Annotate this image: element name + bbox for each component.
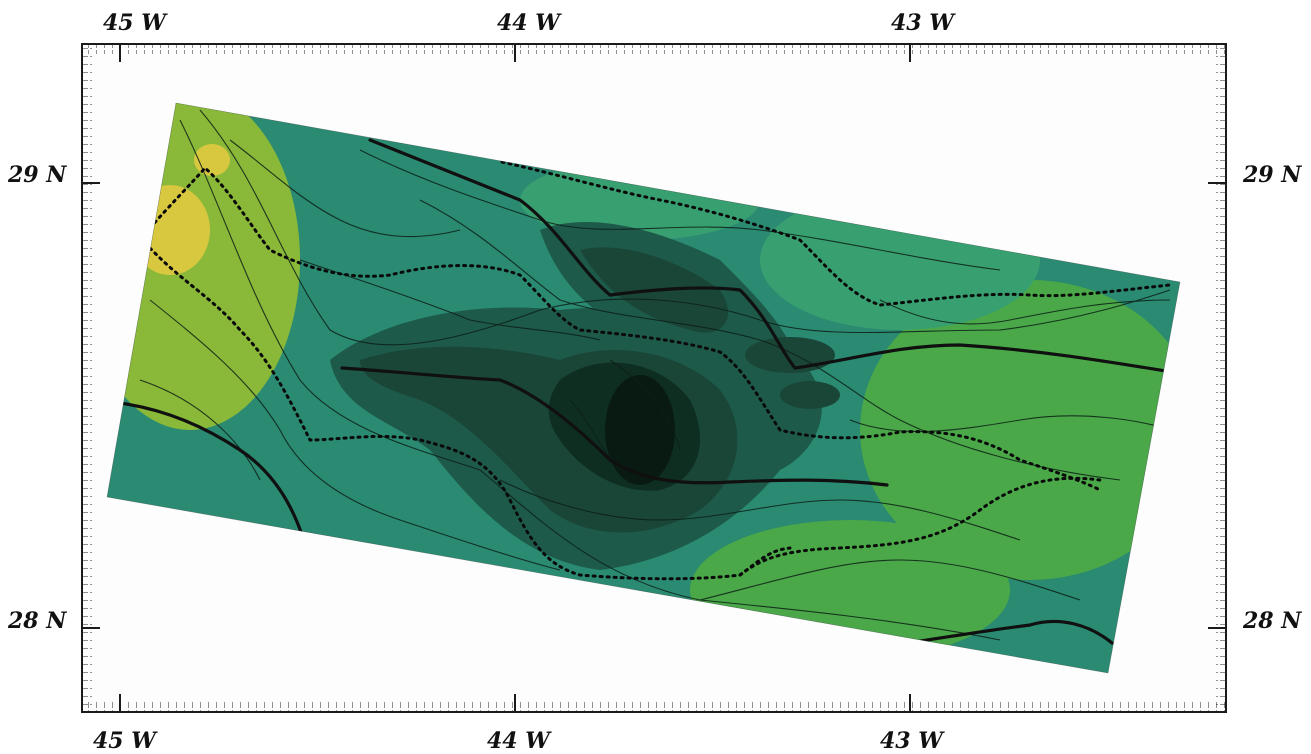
right-lat-label-29n: 29 N xyxy=(1242,162,1302,188)
major-ticks xyxy=(82,44,1226,712)
longitude-labels-top: 45 W 44 W 43 W xyxy=(103,10,956,36)
frame-ticks xyxy=(82,44,1226,712)
left-lat-label-29n: 29 N xyxy=(7,162,67,188)
latitude-labels-right: 29 N 28 N xyxy=(1242,162,1302,634)
survey-strip-outline xyxy=(106,102,1181,674)
top-lon-label-44w: 44 W xyxy=(497,10,562,36)
bottom-lon-label-44w: 44 W xyxy=(487,728,552,754)
longitude-labels-bottom: 45 W 44 W 43 W xyxy=(93,728,945,754)
top-lon-label-45w: 45 W xyxy=(103,10,168,36)
right-lat-label-28n: 28 N xyxy=(1242,608,1302,634)
latitude-labels-left: 29 N 28 N xyxy=(7,162,67,634)
top-lon-label-43w: 43 W xyxy=(891,10,956,36)
left-lat-label-28n: 28 N xyxy=(7,608,67,634)
bottom-lon-label-43w: 43 W xyxy=(880,728,945,754)
bottom-lon-label-45w: 45 W xyxy=(93,728,158,754)
